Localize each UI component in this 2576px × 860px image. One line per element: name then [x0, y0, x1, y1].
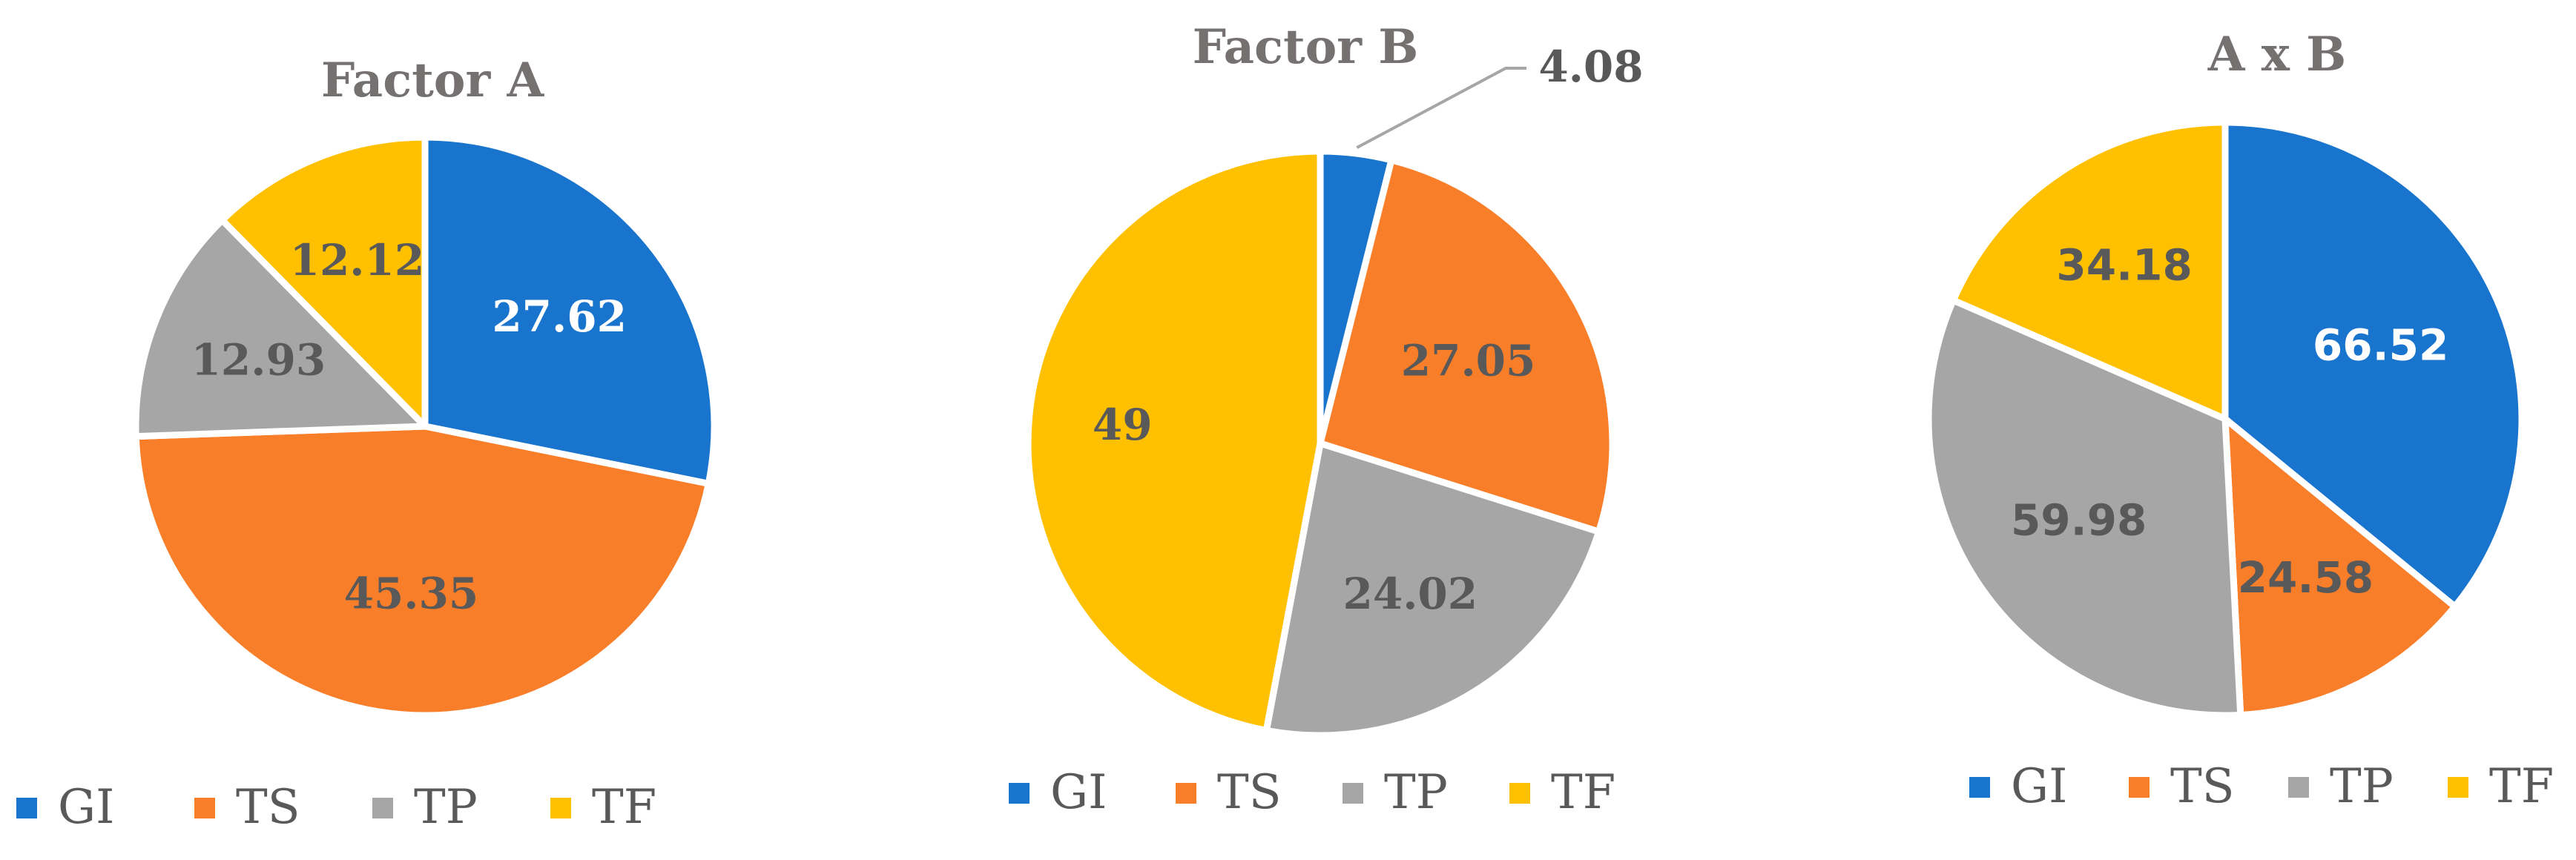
- legend-item-ts: TS: [2129, 759, 2235, 814]
- legend-item-ts: TS: [1176, 765, 1282, 820]
- pie-slice-gi: [421, 133, 718, 487]
- legend-label: TF: [2489, 759, 2554, 814]
- pie-slice-gi: [2221, 119, 2526, 610]
- legend-item-tf: TF: [2448, 759, 2554, 814]
- legend-item-gi: GI: [16, 780, 114, 835]
- pie-slice-tp: [1262, 440, 1603, 739]
- legend-swatch: [1009, 783, 1030, 804]
- legend-swatch: [2448, 777, 2468, 798]
- chart-title: Factor B: [1193, 19, 1419, 75]
- leader-line: [1356, 67, 1526, 149]
- chart-title: Factor A: [321, 53, 545, 108]
- data-label-tp: 59.98: [2011, 495, 2147, 546]
- legend-item-ts: TS: [194, 780, 300, 835]
- legend-swatch: [2129, 777, 2150, 798]
- legend-label: TP: [414, 780, 478, 835]
- legend-swatch: [1509, 783, 1530, 804]
- legend-swatch: [550, 798, 571, 818]
- legend-label: GI: [1050, 765, 1107, 820]
- legend-swatch: [372, 798, 393, 818]
- data-label-tp: 12.93: [191, 334, 326, 385]
- pie-slice-tf: [1949, 119, 2229, 423]
- legend-item-tp: TP: [1343, 765, 1448, 820]
- legend-item-tf: TF: [1509, 765, 1615, 820]
- legend-label: TP: [2330, 759, 2394, 814]
- legend-swatch: [1343, 783, 1363, 804]
- legend-label: GI: [2011, 759, 2067, 814]
- pie-slice-ts: [2221, 415, 2459, 718]
- data-label-tf: 12.12: [290, 235, 425, 285]
- data-label-ts: 24.58: [2238, 552, 2374, 603]
- chart-a-x-b: A x B 66.52 24.58 59.98 34.18 GI TS TP TF: [1925, 27, 2554, 814]
- pie-slice-ts: [132, 423, 712, 719]
- data-label-gi: 66.52: [2313, 320, 2448, 371]
- data-label-ts: 27.05: [1401, 336, 1536, 386]
- pie-slice-tf: [1024, 148, 1324, 734]
- legend-item-gi: GI: [1009, 765, 1107, 820]
- legend-item-tp: TP: [372, 780, 478, 835]
- data-label-tf: 34.18: [2056, 240, 2192, 291]
- pie-slice-ts: [1317, 156, 1616, 535]
- data-label-tp: 24.02: [1343, 569, 1478, 619]
- chart-factor-b: Factor B 4.08 27.05 24.02 49 GI TS TP TF: [1009, 19, 1644, 820]
- chart-factor-a: Factor A 27.62 45.35 12.93 12.12 GI TS TP TF: [16, 53, 718, 835]
- pie-slice-tp: [1925, 297, 2244, 719]
- legend-swatch: [2288, 777, 2309, 798]
- legend-swatch: [1969, 777, 1990, 798]
- legend-label: GI: [58, 780, 114, 835]
- legend-item-tf: TF: [550, 780, 656, 835]
- legend-label: TF: [592, 780, 656, 835]
- legend-swatch: [16, 798, 37, 818]
- pie-slice-tp: [132, 216, 429, 440]
- data-label-ts: 45.35: [344, 568, 479, 618]
- legend-swatch: [1176, 783, 1196, 804]
- legend-label: TS: [1217, 765, 1282, 820]
- legend-item-tp: TP: [2288, 759, 2394, 814]
- chart-title: A x B: [2207, 27, 2346, 82]
- data-label-tf: 49: [1093, 400, 1153, 450]
- legend-swatch: [194, 798, 215, 818]
- legend-label: TF: [1551, 765, 1615, 820]
- legend-label: TS: [236, 780, 300, 835]
- legend-label: TP: [1384, 765, 1448, 820]
- legend-item-gi: GI: [1969, 759, 2067, 814]
- pie-slice-tf: [219, 133, 429, 430]
- legend-label: TS: [2170, 759, 2235, 814]
- data-label-gi: 4.08: [1538, 42, 1643, 92]
- data-label-gi: 27.62: [492, 291, 627, 342]
